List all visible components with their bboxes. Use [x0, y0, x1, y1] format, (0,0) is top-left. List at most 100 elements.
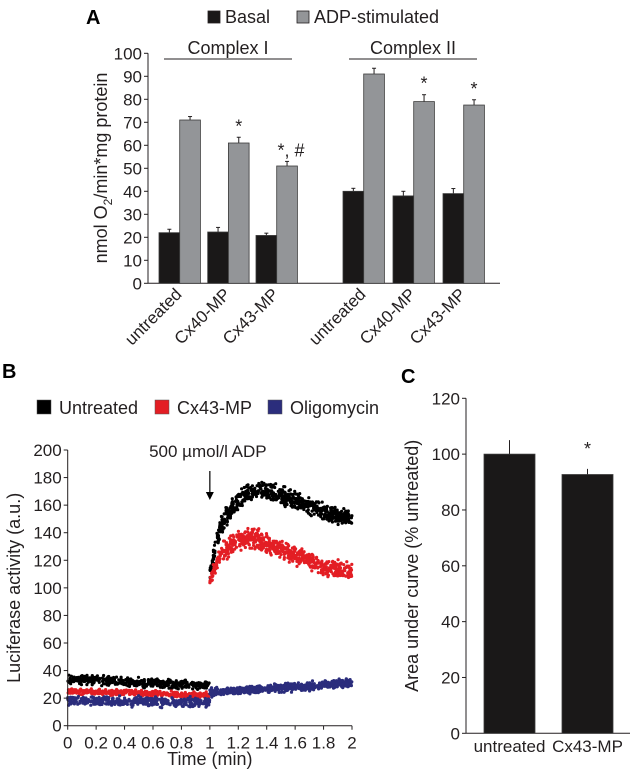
data-point: [118, 694, 122, 698]
x-tick-label: 0.4: [113, 734, 137, 753]
data-point: [286, 546, 290, 550]
data-point: [187, 683, 191, 687]
data-point: [321, 507, 325, 511]
data-point: [102, 673, 106, 678]
x-tick-label: 0.6: [141, 734, 165, 753]
data-point: [347, 574, 351, 579]
data-point: [109, 693, 113, 698]
data-point: [340, 685, 344, 689]
data-point: [282, 485, 286, 489]
data-point: [219, 551, 223, 556]
data-point: [279, 553, 283, 557]
data-point: [315, 555, 319, 559]
data-point: [279, 690, 283, 694]
data-point: [155, 699, 159, 703]
data-point: [170, 680, 174, 684]
legend-label: Cx43-MP: [177, 398, 252, 418]
data-point: [203, 680, 207, 684]
data-point: [245, 489, 249, 494]
data-point: [76, 679, 81, 683]
bar: [483, 453, 536, 734]
data-point: [129, 689, 133, 693]
data-point: [247, 532, 251, 537]
data-point: [287, 548, 291, 552]
data-point: [119, 689, 123, 694]
data-point: [236, 529, 240, 533]
data-point: [309, 556, 313, 560]
x-tick-label: 1.6: [283, 734, 307, 753]
data-point: [229, 510, 233, 514]
data-point: [97, 691, 101, 696]
data-point: [193, 701, 197, 705]
data-point: [309, 514, 313, 518]
data-point: [214, 564, 218, 568]
data-point: [261, 489, 265, 494]
x-tick-label: 1.4: [255, 734, 279, 753]
data-point: [350, 562, 354, 567]
data-point: [175, 681, 179, 685]
data-point: [140, 698, 144, 702]
data-point: [115, 690, 120, 694]
data-point: [70, 690, 74, 694]
data-point: [267, 547, 271, 551]
data-point: [343, 569, 347, 573]
data-point: [179, 683, 183, 687]
y-tick-label: 60: [43, 634, 62, 653]
data-point: [311, 564, 316, 568]
data-point: [223, 554, 227, 558]
data-point: [222, 539, 227, 543]
data-point: [349, 683, 353, 687]
data-point: [100, 699, 104, 703]
data-point: [215, 531, 219, 536]
data-point: [106, 679, 110, 684]
data-point: [229, 534, 233, 538]
data-point: [167, 693, 172, 697]
data-point: [290, 546, 294, 550]
data-point: [250, 686, 254, 690]
data-point: [347, 513, 351, 517]
x-tick-label: untreated: [474, 737, 546, 756]
data-point: [276, 489, 280, 493]
data-point: [220, 515, 224, 519]
data-point: [330, 684, 335, 688]
data-point: [342, 563, 346, 567]
data-point: [100, 684, 104, 688]
data-point: [346, 516, 351, 520]
data-point: [254, 492, 258, 496]
data-point: [208, 692, 212, 696]
legend-swatch: [207, 10, 221, 24]
data-point: [70, 678, 74, 682]
data-point: [240, 487, 244, 491]
data-point: [291, 505, 295, 509]
data-point: [274, 492, 278, 497]
data-point: [238, 544, 242, 548]
data-point: [334, 681, 338, 685]
data-point: [150, 693, 155, 697]
data-point: [100, 702, 104, 707]
data-point: [254, 532, 258, 537]
data-point: [100, 691, 104, 695]
data-point: [133, 681, 137, 685]
series-cx43-mp: [66, 526, 354, 700]
data-point: [286, 684, 290, 688]
data-point: [182, 681, 187, 685]
data-point: [329, 570, 333, 574]
data-point: [339, 561, 343, 565]
data-point: [311, 558, 315, 562]
data-point: [341, 574, 345, 578]
data-point: [301, 554, 305, 559]
data-point: [274, 495, 279, 499]
data-point: [114, 699, 118, 703]
data-point: [258, 540, 262, 544]
x-tick-label: 2: [347, 734, 356, 753]
data-point: [198, 683, 202, 688]
bar-basal: [255, 235, 278, 284]
data-point: [335, 508, 339, 512]
data-point: [230, 501, 234, 505]
data-point: [287, 489, 291, 493]
data-point: [113, 682, 117, 686]
data-point: [175, 695, 179, 699]
data-point: [84, 690, 88, 694]
data-point: [90, 674, 94, 678]
